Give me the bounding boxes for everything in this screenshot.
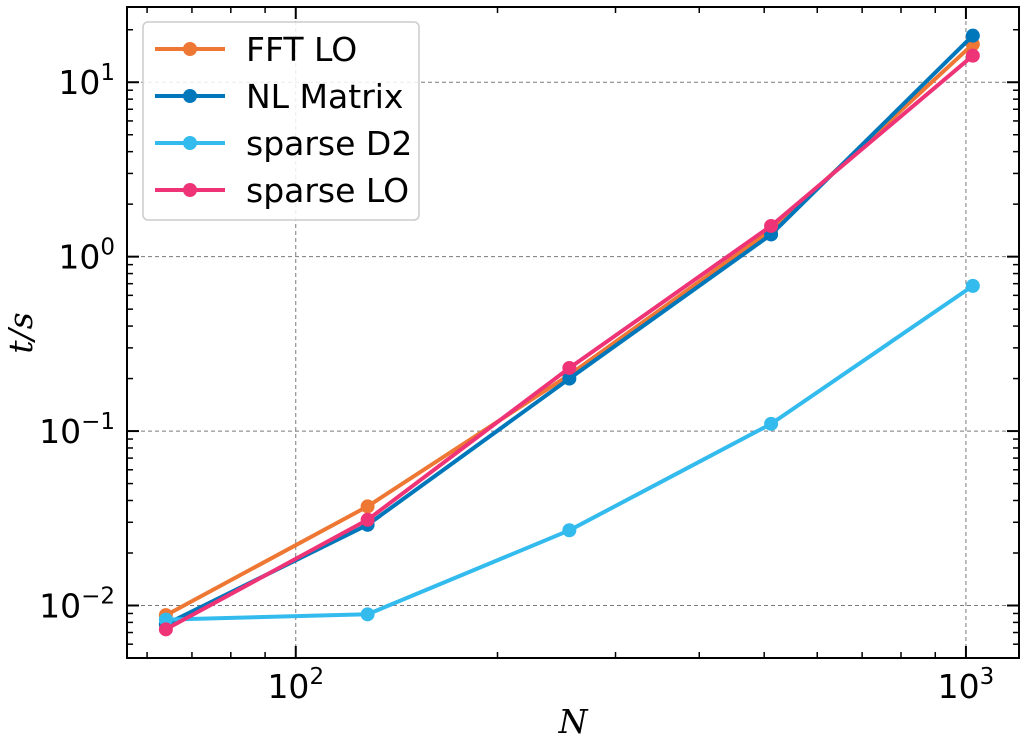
data-point-sparse-d2 xyxy=(158,612,173,627)
series-sparse-lo xyxy=(158,48,980,637)
legend: FFT LO NL Matrix sparse D2 sparse LO xyxy=(142,21,420,221)
x-tick-label: 102 xyxy=(267,664,324,706)
y-tick-label: 10−1 xyxy=(39,409,115,451)
x-axis-title: N xyxy=(558,702,589,741)
data-point-sparse-lo xyxy=(965,48,980,63)
data-point-sparse-d2 xyxy=(562,523,577,538)
y-tick-labels: 10−2 10−1 100 101 xyxy=(39,60,115,625)
data-point-sparse-d2 xyxy=(360,607,375,622)
data-point-sparse-d2 xyxy=(764,416,779,431)
legend-marker-sparse-lo xyxy=(183,183,197,197)
legend-marker-sparse-d2 xyxy=(183,136,197,150)
legend-box xyxy=(142,21,420,221)
legend-label-fft-lo: FFT LO xyxy=(246,30,357,69)
data-point-sparse-lo xyxy=(562,360,577,375)
series-layer xyxy=(158,28,980,637)
plot-frame xyxy=(126,6,1020,659)
data-point-nl-matrix xyxy=(965,28,980,43)
legend-marker-nl-matrix xyxy=(183,89,197,103)
series-sparse-d2 xyxy=(158,278,980,627)
y-tick-label: 10−2 xyxy=(39,583,115,625)
legend-entry-sparse-lo: sparse LO xyxy=(155,171,409,210)
data-point-sparse-d2 xyxy=(965,278,980,293)
legend-label-sparse-d2: sparse D2 xyxy=(246,124,412,163)
x-tick-label: 103 xyxy=(938,664,995,706)
data-point-nl-matrix xyxy=(562,371,577,386)
legend-label-sparse-lo: sparse LO xyxy=(246,171,409,210)
series-line-sparse-d2 xyxy=(165,284,974,622)
data-point-sparse-lo xyxy=(764,218,779,233)
legend-entry-sparse-d2: sparse D2 xyxy=(155,124,412,163)
legend-label-nl-matrix: NL Matrix xyxy=(246,77,403,116)
legend-entry-fft-lo: FFT LO xyxy=(155,30,357,69)
ticks xyxy=(127,7,1019,658)
data-point-fft-lo xyxy=(360,499,375,514)
x-tick-labels: 102 103 xyxy=(267,664,994,706)
legend-marker-fft-lo xyxy=(183,42,197,56)
y-tick-label: 100 xyxy=(58,235,115,277)
data-point-sparse-lo xyxy=(360,512,375,527)
data-point-sparse-lo xyxy=(158,622,173,637)
legend-entry-nl-matrix: NL Matrix xyxy=(155,77,403,116)
y-axis-title: t/s xyxy=(1,312,40,353)
y-tick-label: 101 xyxy=(58,60,115,102)
